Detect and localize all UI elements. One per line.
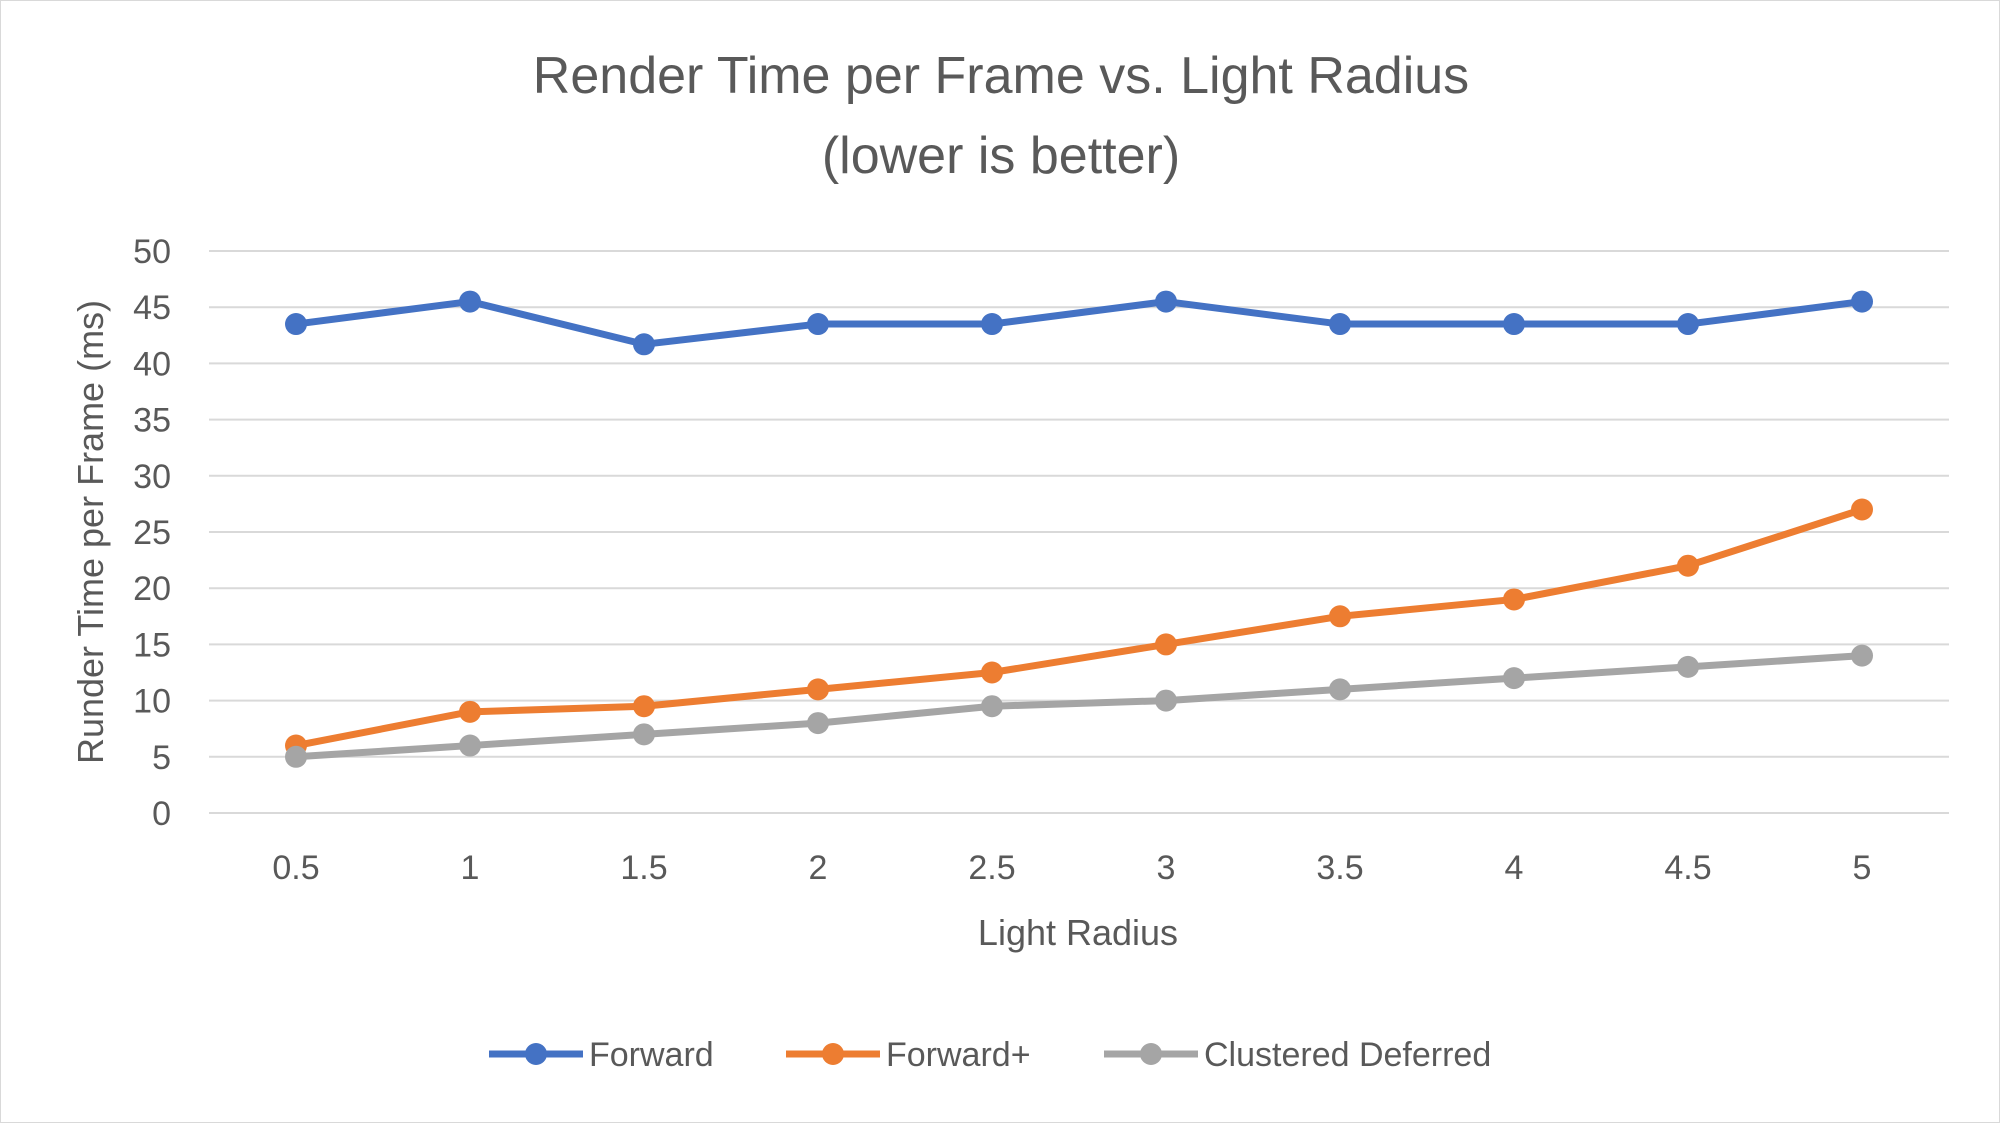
data-point	[1503, 588, 1525, 611]
series-0	[285, 290, 1873, 356]
data-point	[633, 695, 655, 718]
data-point	[981, 661, 1003, 684]
data-point	[1677, 554, 1699, 577]
data-point	[1677, 655, 1699, 678]
y-tick-label: 45	[133, 289, 171, 327]
legend-label: Forward	[589, 1036, 714, 1074]
data-point	[807, 712, 829, 735]
data-point	[285, 745, 307, 768]
data-point	[1329, 678, 1351, 701]
legend-item: Forward+	[786, 1036, 1031, 1074]
data-point	[1851, 498, 1873, 521]
x-tick-label: 1.5	[620, 849, 667, 887]
data-point	[1503, 667, 1525, 690]
y-tick-label: 35	[133, 402, 171, 440]
legend-marker	[1140, 1043, 1162, 1065]
y-axis-tick-labels: 0 5 10 15 20 25 30 35 40 45 50	[133, 233, 171, 833]
data-point	[981, 313, 1003, 336]
x-tick-label: 3	[1157, 849, 1176, 887]
data-point	[459, 734, 481, 757]
y-tick-label: 20	[133, 570, 171, 608]
legend-item: Clustered Deferred	[1104, 1036, 1491, 1074]
data-point	[807, 678, 829, 701]
y-tick-label: 15	[133, 626, 171, 664]
data-point	[285, 313, 307, 336]
x-tick-label: 4	[1505, 849, 1524, 887]
x-tick-label: 1	[461, 849, 480, 887]
data-point	[1677, 313, 1699, 336]
series-1	[285, 498, 1873, 757]
x-tick-label: 3.5	[1316, 849, 1363, 887]
gridlines	[209, 250, 1949, 814]
y-tick-label: 25	[133, 514, 171, 552]
data-point	[1155, 633, 1177, 656]
data-point	[1329, 313, 1351, 336]
data-point	[1851, 290, 1873, 313]
chart-title-line-2: (lower is better)	[822, 127, 1180, 185]
y-axis-label: Runder Time per Frame (ms)	[70, 300, 111, 764]
series-line	[292, 298, 1866, 348]
series-lines	[285, 290, 1873, 768]
data-point	[981, 695, 1003, 718]
series-2	[285, 644, 1873, 768]
x-tick-label: 4.5	[1664, 849, 1711, 887]
data-point	[633, 723, 655, 746]
data-point	[459, 700, 481, 723]
x-axis-tick-labels: 0.5 1 1.5 2 2.5 3 3.5 4 4.5 5	[272, 849, 1871, 887]
data-point	[1851, 644, 1873, 667]
series-line	[292, 652, 1866, 761]
legend-label: Forward+	[886, 1036, 1031, 1074]
series-line	[292, 506, 1866, 750]
y-tick-label: 40	[133, 345, 171, 383]
x-tick-label: 0.5	[272, 849, 319, 887]
x-tick-label: 2.5	[968, 849, 1015, 887]
x-tick-label: 2	[809, 849, 828, 887]
data-point	[1155, 290, 1177, 313]
legend-label: Clustered Deferred	[1204, 1036, 1491, 1074]
y-tick-label: 0	[152, 795, 171, 833]
legend-marker	[525, 1043, 547, 1065]
data-point	[1155, 689, 1177, 712]
x-axis-label: Light Radius	[978, 912, 1178, 953]
x-tick-label: 5	[1853, 849, 1872, 887]
y-tick-label: 50	[133, 233, 171, 271]
legend: Forward Forward+ Clustered Deferred	[489, 1036, 1491, 1074]
y-tick-label: 5	[152, 739, 171, 777]
y-tick-label: 10	[133, 683, 171, 721]
data-point	[807, 313, 829, 336]
chart-title-line-1: Render Time per Frame vs. Light Radius	[533, 47, 1469, 105]
legend-marker	[822, 1043, 844, 1065]
data-point	[633, 333, 655, 356]
data-point	[1503, 313, 1525, 336]
data-point	[459, 290, 481, 313]
legend-item: Forward	[489, 1036, 714, 1074]
data-point	[1329, 605, 1351, 628]
y-tick-label: 30	[133, 458, 171, 496]
